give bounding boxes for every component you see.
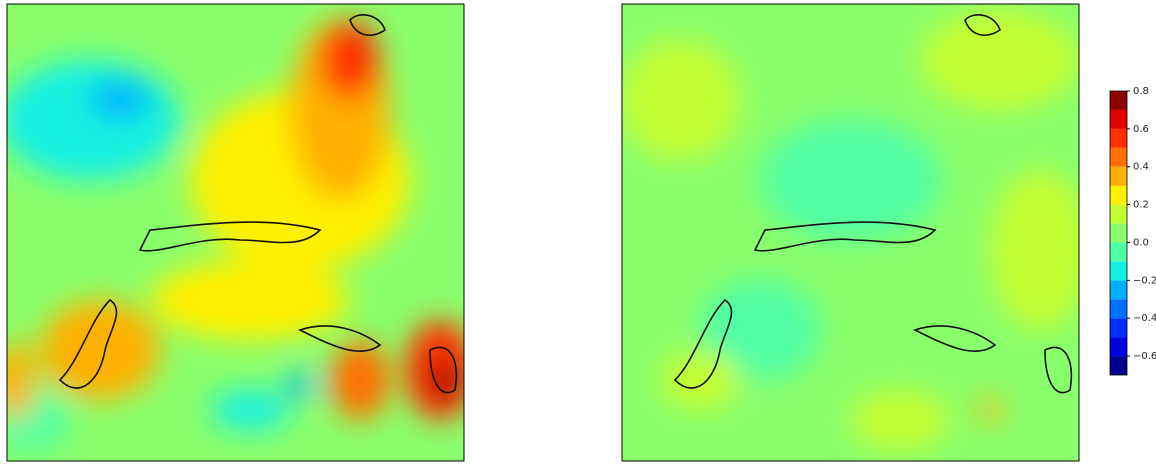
colorbar-band	[1110, 128, 1127, 148]
contour-line	[912, 325, 997, 353]
colorbar-tick-label: −0.6	[1133, 351, 1156, 362]
colorbar-tick-label: −0.4	[1133, 313, 1156, 324]
colorbar-band	[1110, 299, 1127, 319]
colorbar-tick-label: 0.0	[1133, 237, 1149, 248]
colorbar-band	[1110, 204, 1127, 224]
contour-line	[349, 14, 386, 36]
axes-frame	[621, 3, 1080, 462]
colorbar-band	[1110, 109, 1127, 129]
contours	[58, 14, 1072, 394]
colorbar-tick-label: 0.2	[1133, 200, 1149, 211]
colorbar-frame	[1109, 90, 1128, 376]
axes-frame	[6, 3, 465, 462]
contour-line	[1044, 346, 1072, 394]
contour-line	[138, 221, 322, 252]
colorbar-band	[1110, 185, 1127, 205]
colorbar-band	[1110, 223, 1127, 243]
colorbar-band	[1110, 147, 1127, 167]
colorbar-band	[1110, 91, 1127, 110]
right-field	[622, 4, 1079, 461]
colorbar-tick-label: 0.6	[1133, 124, 1149, 135]
contour-line	[297, 325, 382, 353]
contour-line	[964, 14, 1001, 36]
contour-line	[429, 346, 457, 394]
colorbar-band	[1110, 337, 1127, 357]
colorbar-band	[1110, 166, 1127, 186]
contour-line	[753, 221, 937, 252]
colorbar-band	[1110, 318, 1127, 338]
colorbar-band	[1110, 356, 1127, 375]
contour-line	[673, 298, 733, 389]
colorbar: 0.8 0.6 0.4 0.2 0.0 −0.2 −0.4 −0.6	[1109, 86, 1156, 376]
colorbar-tick-label: 0.8	[1133, 86, 1149, 97]
colorbar-tick-label: −0.2	[1133, 275, 1156, 286]
colorbar-band	[1110, 280, 1127, 300]
colorbar-band	[1110, 261, 1127, 281]
colorbar-tick-label: 0.4	[1133, 162, 1149, 173]
colorbar-band	[1110, 242, 1127, 262]
left-field	[7, 4, 464, 461]
contour-line	[58, 298, 118, 389]
